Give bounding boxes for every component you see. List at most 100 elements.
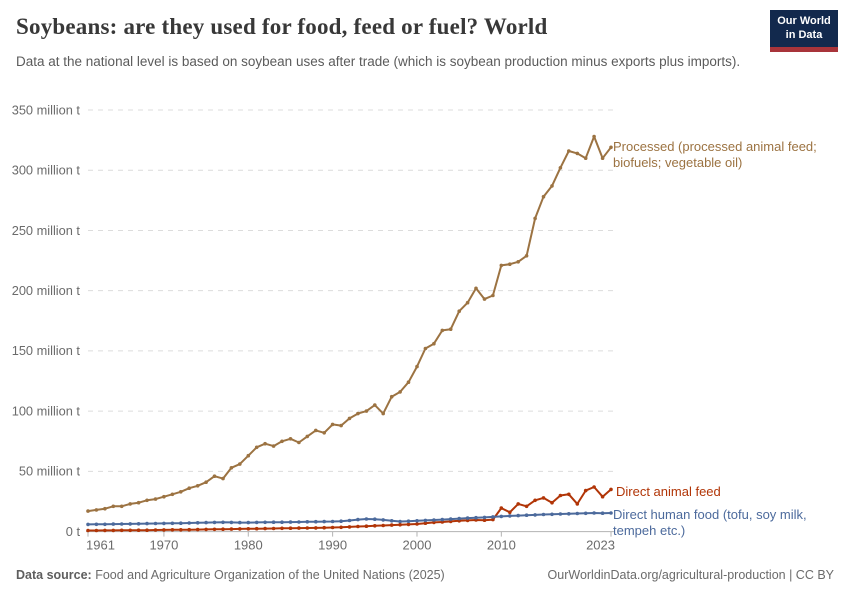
data-point (440, 517, 445, 522)
data-point (297, 520, 301, 524)
data-point (153, 497, 158, 501)
x-axis-tick-label: 1980 (234, 538, 263, 553)
data-point (305, 520, 310, 524)
owid-logo-line2: in Data (785, 28, 823, 41)
data-point (238, 527, 242, 531)
data-point (195, 484, 200, 488)
data-point (288, 526, 293, 530)
data-point (533, 513, 537, 517)
data-point (145, 528, 149, 532)
data-point (583, 488, 588, 493)
data-point (457, 309, 462, 314)
data-point (364, 409, 369, 413)
data-point (179, 528, 183, 532)
data-point (204, 520, 208, 525)
data-point (111, 522, 116, 526)
data-point (347, 416, 352, 421)
data-point (238, 520, 242, 525)
data-point (541, 512, 546, 517)
data-point (541, 194, 546, 199)
data-point (314, 428, 318, 433)
data-point (288, 520, 293, 524)
data-point (246, 453, 251, 458)
data-point (119, 528, 124, 533)
data-point (364, 524, 369, 528)
y-axis-tick-label: 200 million t (12, 283, 81, 298)
data-point (491, 517, 495, 522)
data-point (448, 517, 453, 521)
data-point (516, 513, 520, 518)
data-point (465, 516, 470, 520)
data-point (339, 423, 343, 428)
data-point (103, 506, 107, 511)
data-point (254, 526, 259, 531)
owid-logo-line1: Our World (777, 15, 831, 27)
data-point (524, 254, 529, 258)
data-point (457, 516, 462, 521)
data-point (558, 512, 563, 516)
data-point (153, 521, 158, 526)
data-point (246, 527, 251, 531)
data-point (373, 524, 377, 528)
data-point (609, 145, 613, 150)
data-point (609, 487, 613, 492)
data-point (170, 528, 175, 532)
data-point (330, 422, 335, 427)
data-point (136, 522, 141, 526)
data-point (550, 184, 554, 188)
data-point (609, 511, 613, 515)
data-point (347, 525, 352, 529)
series-label-processed: Processed (processed animal feed; biofue… (613, 139, 817, 170)
data-point (550, 512, 554, 517)
data-point (204, 480, 208, 485)
data-point (111, 528, 116, 533)
data-point (280, 439, 284, 444)
data-point (389, 523, 394, 527)
chart-footer: Data source: Food and Agriculture Organi… (16, 568, 834, 582)
data-point (356, 517, 360, 522)
data-point (128, 502, 132, 506)
data-point (474, 286, 478, 291)
data-point (389, 519, 394, 523)
data-point (229, 520, 234, 525)
y-axis-tick-label: 350 million t (12, 102, 81, 117)
data-point (111, 504, 116, 509)
data-point (322, 525, 327, 530)
y-axis-tick-label: 150 million t (12, 343, 81, 358)
data-point (567, 149, 571, 153)
data-point (524, 504, 529, 509)
data-point (423, 521, 428, 525)
data-point (305, 434, 310, 439)
data-point (322, 519, 327, 524)
x-axis-tick-label: 2010 (487, 538, 516, 553)
data-point (314, 526, 318, 530)
data-point (575, 511, 580, 516)
data-point (558, 166, 563, 170)
data-point (288, 437, 293, 441)
data-point (103, 522, 107, 527)
data-point (491, 515, 495, 519)
data-point (592, 134, 596, 139)
data-point (432, 341, 436, 346)
data-point (195, 527, 200, 532)
data-point (541, 496, 546, 500)
data-point (373, 403, 377, 407)
page-title: Soybeans: are they used for food, feed o… (16, 14, 548, 39)
data-point (583, 156, 588, 160)
data-point (339, 525, 343, 530)
data-point (254, 520, 259, 525)
data-point (119, 504, 124, 509)
data-point (187, 527, 191, 532)
data-point (128, 528, 132, 533)
data-source-value: Food and Agriculture Organization of the… (91, 568, 445, 582)
data-point (119, 522, 124, 526)
data-point (103, 528, 107, 533)
data-point (86, 522, 90, 527)
data-point (356, 411, 360, 416)
y-axis-tick-label: 250 million t (12, 223, 81, 238)
series-label-direct-animal-feed: Direct animal feed (616, 484, 721, 499)
data-point (314, 519, 318, 524)
data-point (373, 517, 377, 521)
